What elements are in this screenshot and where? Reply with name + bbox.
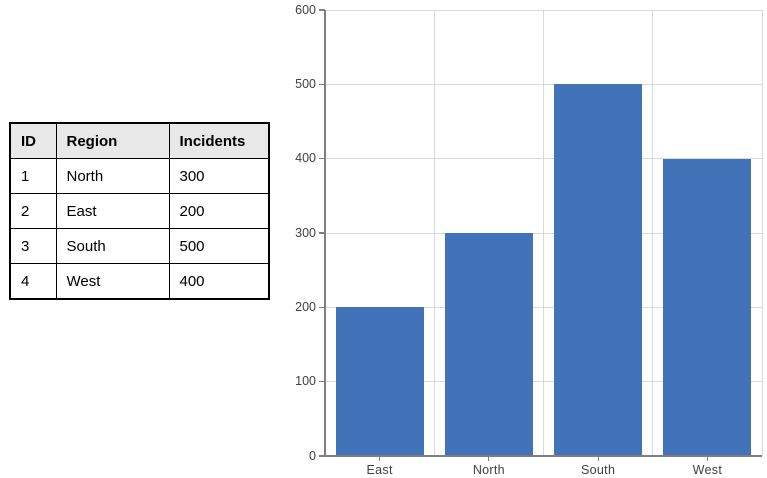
table-row: 4 West 400 [9,263,270,300]
y-axis-tick-label: 0 [309,448,316,463]
y-axis-tick [319,157,325,160]
table-row: 3 South 500 [9,228,270,264]
incidents-table: ID Region Incidents 1 North 300 2 East 2… [9,122,270,300]
cell-id: 4 [9,263,57,300]
x-axis-line [325,455,762,457]
y-axis-tick-label: 300 [295,225,316,240]
cell-incidents: 400 [168,263,270,300]
bar-east [335,307,424,456]
y-axis-tick [319,306,325,309]
col-header-incidents: Incidents [168,122,270,159]
x-category-label: North [472,463,505,477]
x-category-label: South [581,463,616,477]
x-axis-tick [597,457,599,461]
bar-south [554,84,643,456]
cell-region: North [55,158,170,194]
y-axis-line [324,10,326,456]
bar-north [444,233,533,456]
y-axis-tick [319,455,325,457]
y-axis-tick-label: 500 [295,76,316,91]
x-axis-tick [488,457,490,461]
y-axis-tick [319,380,325,383]
table-header-row: ID Region Incidents [9,122,270,159]
y-axis-tick-label: 100 [295,374,316,389]
horizontal-gridline [325,158,762,160]
horizontal-gridline [325,306,762,308]
y-axis-tick-label: 600 [295,2,316,17]
x-axis-tick [379,457,381,461]
horizontal-gridline [325,83,762,85]
cell-incidents: 500 [168,228,270,264]
y-axis-tick [319,232,325,234]
cell-incidents: 300 [168,158,270,194]
x-category-label: West [692,463,723,477]
vertical-gridline [761,10,763,456]
table-row: 1 North 300 [9,158,270,194]
y-axis-tick [319,9,325,11]
y-axis-tick-label: 200 [295,299,316,314]
cell-region: South [55,228,170,264]
cell-incidents: 200 [168,193,270,229]
x-axis-tick [706,457,708,461]
horizontal-gridline [325,9,762,11]
horizontal-gridline [325,232,762,234]
bar-west [663,158,752,456]
x-category-label: East [366,463,393,477]
horizontal-gridline [325,381,762,383]
y-axis-tick [319,83,325,86]
cell-id: 3 [9,228,57,264]
y-axis-tick-label: 400 [295,151,316,166]
